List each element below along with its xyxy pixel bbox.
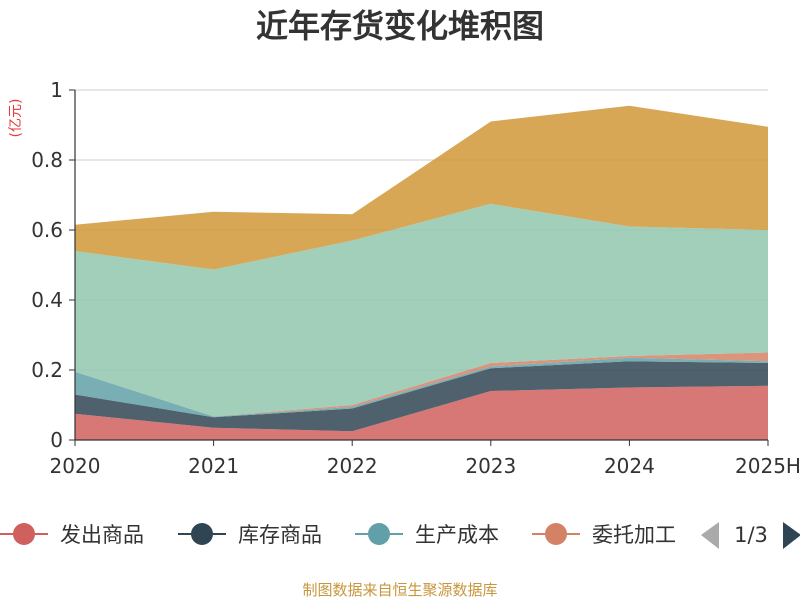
area-series-group — [75, 105, 768, 440]
area-series-2 — [75, 361, 768, 432]
legend-item-3[interactable]: 生产成本 — [355, 523, 499, 547]
y-tick-labels: 0 0.2 0.4 0.6 0.8 1 — [31, 78, 75, 452]
y-tick-label: 0 — [50, 428, 63, 452]
legend-item-4[interactable]: 委托加工 — [532, 523, 676, 547]
data-source-note: 制图数据来自恒生聚源数据库 — [302, 581, 497, 599]
y-axis-unit-label: (亿元) — [8, 99, 24, 138]
legend-label: 委托加工 — [592, 523, 676, 547]
y-tick-label: 0.8 — [31, 148, 63, 172]
area-series-4 — [75, 352, 768, 417]
legend-label: 生产成本 — [415, 523, 499, 547]
legend-marker-icon — [368, 523, 390, 545]
legend-page-label: 1/3 — [734, 523, 768, 547]
legend[interactable]: 发出商品 库存商品 生产成本 委托加工 — [0, 523, 676, 547]
area-series-6 — [75, 105, 768, 270]
area-series-1 — [75, 385, 768, 440]
legend-item-2[interactable]: 库存商品 — [178, 523, 322, 547]
legend-label: 发出商品 — [60, 523, 144, 547]
legend-label: 库存商品 — [238, 523, 322, 547]
legend-marker-icon — [13, 523, 35, 545]
legend-prev-page-icon[interactable] — [701, 522, 719, 549]
x-tick-label: 2024 — [604, 454, 655, 478]
x-tick-label: 2025H — [735, 454, 800, 478]
area-series-3 — [75, 357, 768, 418]
legend-marker-icon — [545, 523, 567, 545]
legend-pager[interactable]: 1/3 — [701, 522, 800, 549]
y-tick-label: 0.2 — [31, 358, 63, 382]
x-tick-labels: 2020 2021 2022 2023 2024 2025H — [50, 440, 800, 478]
x-tick-label: 2023 — [465, 454, 516, 478]
chart-title: 近年存货变化堆积图 — [256, 7, 544, 45]
legend-next-page-icon[interactable] — [783, 522, 800, 549]
legend-marker-icon — [191, 523, 213, 545]
x-tick-label: 2022 — [327, 454, 378, 478]
legend-item-1[interactable]: 发出商品 — [0, 523, 144, 547]
y-tick-label: 1 — [50, 78, 63, 102]
y-tick-label: 0.6 — [31, 218, 63, 242]
area-series-5 — [75, 203, 768, 417]
y-tick-label: 0.4 — [31, 288, 63, 312]
x-tick-label: 2020 — [50, 454, 101, 478]
x-tick-label: 2021 — [188, 454, 239, 478]
axes — [74, 90, 768, 441]
